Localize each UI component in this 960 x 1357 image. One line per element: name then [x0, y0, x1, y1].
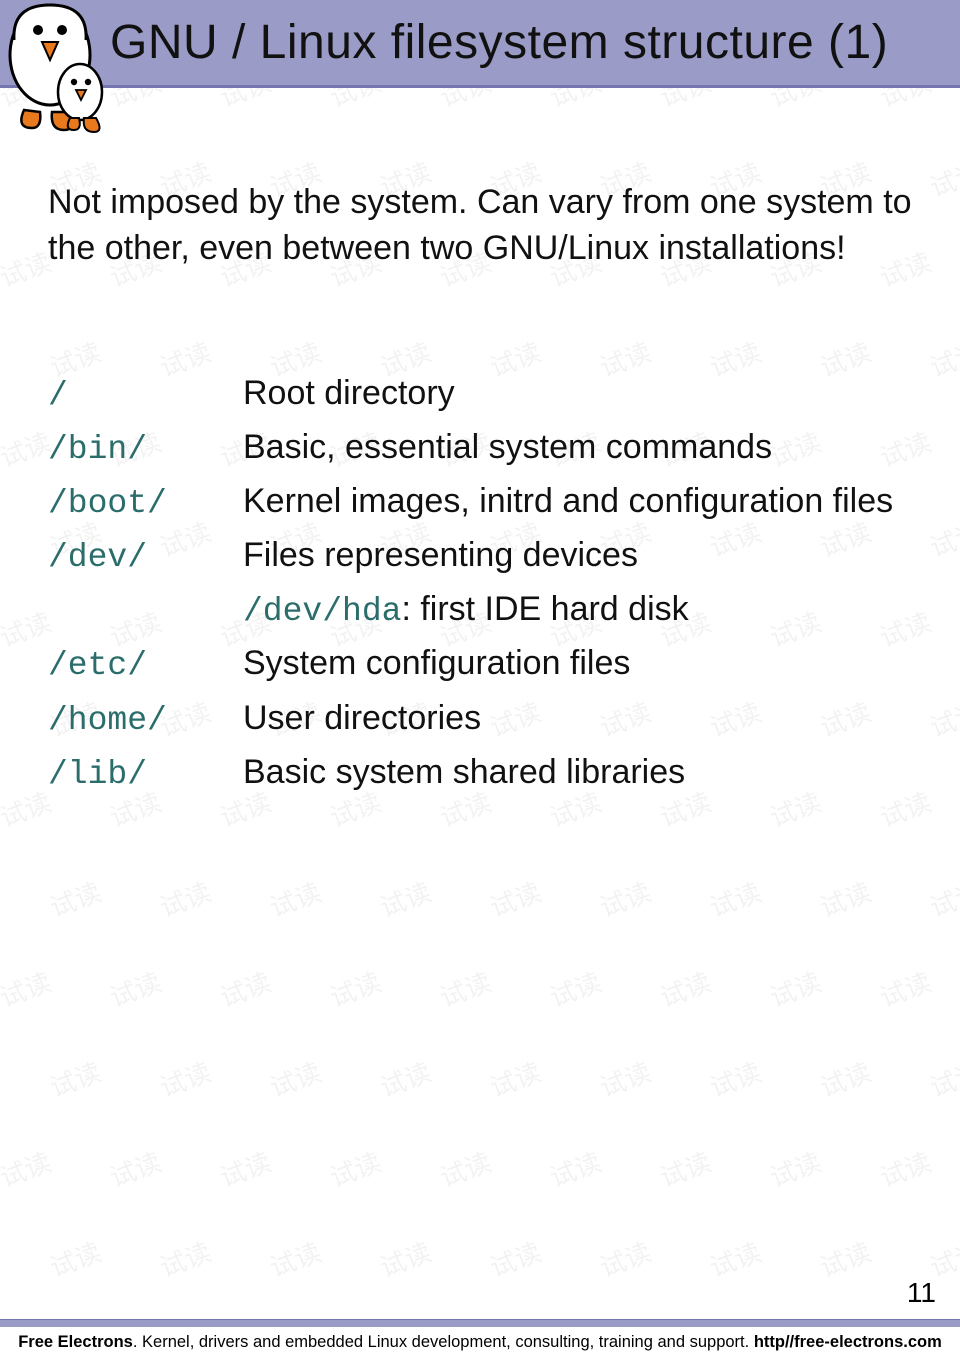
filesystem-desc: Files representing devices [243, 529, 912, 582]
footer-url: http//free-electrons.com [754, 1333, 942, 1351]
filesystem-sub-path: /dev/hda [243, 586, 401, 637]
filesystem-desc: Kernel images, initrd and configuration … [243, 475, 912, 528]
filesystem-row: /boot/Kernel images, initrd and configur… [48, 475, 912, 529]
footer-company: Free Electrons [18, 1333, 133, 1351]
filesystem-row: /bin/Basic, essential system commands [48, 421, 912, 475]
filesystem-path: /boot/ [48, 478, 243, 529]
filesystem-row: /etc/System configuration files [48, 637, 912, 691]
filesystem-path: /lib/ [48, 749, 243, 800]
filesystem-desc: System configuration files [243, 637, 912, 690]
page-title: GNU / Linux filesystem structure (1) [110, 15, 888, 70]
header-band: GNU / Linux filesystem structure (1) [0, 0, 960, 88]
filesystem-path: /bin/ [48, 424, 243, 475]
intro-paragraph: Not imposed by the system. Can vary from… [48, 180, 912, 272]
filesystem-path: /dev/ [48, 532, 243, 583]
filesystem-row: /home/User directories [48, 692, 912, 746]
filesystem-row: /dev/Files representing devices [48, 529, 912, 583]
filesystem-desc: Basic system shared libraries [243, 746, 912, 799]
footer: Free Electrons. Kernel, drivers and embe… [0, 1327, 960, 1357]
filesystem-subrow: /dev/hda: first IDE hard disk [48, 583, 912, 637]
filesystem-path: / [48, 370, 243, 421]
filesystem-desc: User directories [243, 692, 912, 745]
filesystem-sub-desc: : first IDE hard disk [401, 583, 688, 636]
page-number: 11 [907, 1277, 936, 1309]
filesystem-row: /Root directory [48, 367, 912, 421]
slide-content: Not imposed by the system. Can vary from… [48, 180, 912, 800]
filesystem-row: /lib/Basic system shared libraries [48, 746, 912, 800]
filesystem-desc: Root directory [243, 367, 912, 420]
filesystem-path: /home/ [48, 695, 243, 746]
filesystem-table: /Root directory/bin/Basic, essential sys… [48, 367, 912, 800]
filesystem-desc: Basic, essential system commands [243, 421, 912, 474]
bottom-strip [0, 1319, 960, 1327]
filesystem-path: /etc/ [48, 640, 243, 691]
footer-tagline: . Kernel, drivers and embedded Linux dev… [133, 1333, 754, 1351]
penguin-logo-icon [2, 0, 112, 140]
